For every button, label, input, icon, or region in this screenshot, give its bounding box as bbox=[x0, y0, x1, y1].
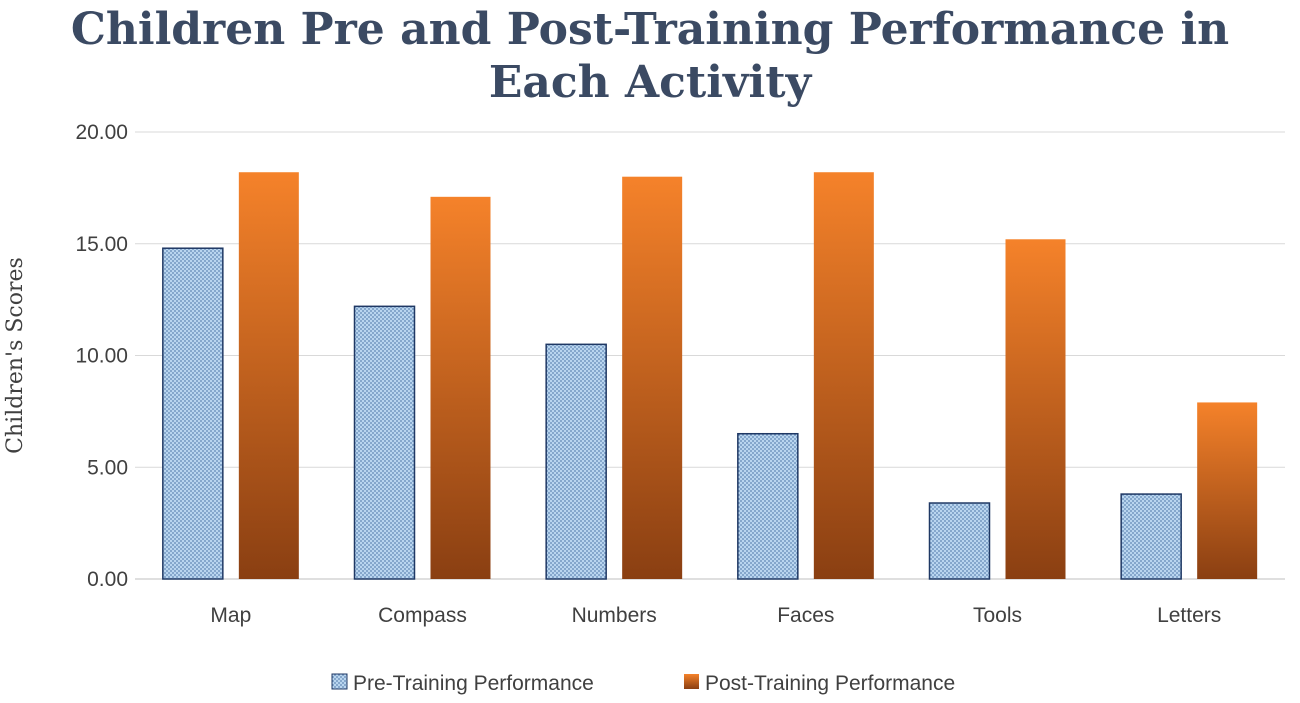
x-tick-label: Numbers bbox=[572, 604, 657, 627]
bar-post-numbers bbox=[622, 176, 683, 579]
x-tick-label: Compass bbox=[378, 604, 467, 627]
bar-pre-letters bbox=[1120, 493, 1182, 580]
bar-post-letters bbox=[1197, 402, 1258, 579]
bar-post-tools bbox=[1005, 239, 1066, 579]
y-tick-label: 10.00 bbox=[75, 345, 128, 368]
bar-post-compass bbox=[430, 196, 491, 579]
legend-item-post-swatch bbox=[684, 674, 699, 689]
chart-title-line-1: Children Pre and Post-Training Performan… bbox=[70, 4, 1230, 55]
y-axis-label: Children's Scores bbox=[3, 257, 28, 454]
y-tick-label: 5.00 bbox=[87, 456, 128, 479]
legend-item-pre-label: Pre-Training Performance bbox=[353, 672, 594, 695]
bar-pre-numbers bbox=[545, 343, 607, 580]
x-tick-label: Tools bbox=[973, 604, 1022, 627]
bar-pre-faces bbox=[737, 432, 799, 580]
bar-post-map bbox=[238, 172, 299, 580]
x-tick-label: Map bbox=[210, 604, 251, 627]
chart-title-line-2: Each Activity bbox=[488, 57, 812, 108]
bar-pre-tools bbox=[928, 502, 991, 580]
legend-item-pre-swatch bbox=[331, 673, 348, 690]
bar-pre-map bbox=[162, 247, 224, 580]
y-tick-label: 15.00 bbox=[75, 233, 128, 256]
x-tick-label: Letters bbox=[1157, 604, 1221, 627]
bar-post-faces bbox=[813, 172, 874, 580]
legend-item-post-label: Post-Training Performance bbox=[705, 672, 955, 695]
y-tick-label: 20.00 bbox=[75, 121, 128, 144]
bar-pre-compass bbox=[353, 305, 416, 580]
y-tick-label: 0.00 bbox=[87, 568, 128, 591]
x-tick-label: Faces bbox=[777, 604, 834, 627]
